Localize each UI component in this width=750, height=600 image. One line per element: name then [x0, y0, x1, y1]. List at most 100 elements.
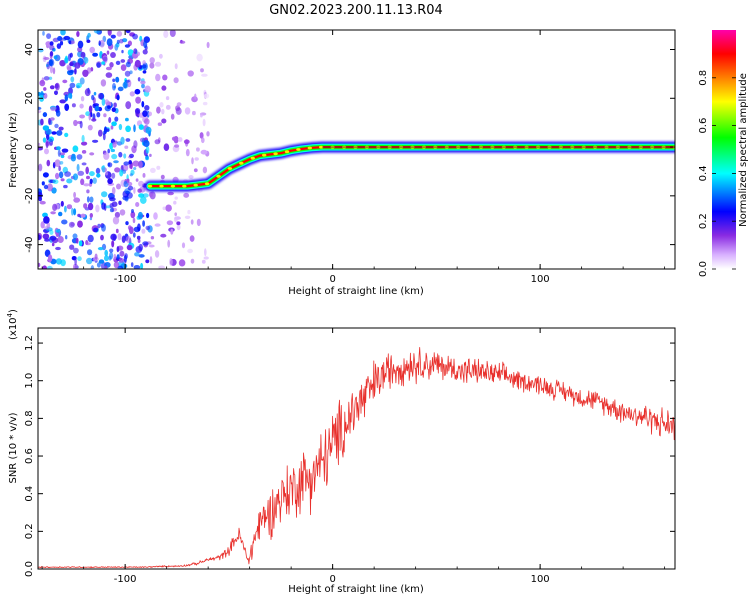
noise-speckle: [143, 140, 150, 147]
noise-speckle: [144, 105, 150, 111]
noise-speckle: [189, 235, 195, 242]
noise-speckle: [61, 219, 68, 225]
noise-speckle: [41, 181, 45, 186]
signal-point: [147, 184, 153, 188]
noise-speckle: [49, 85, 55, 90]
noise-speckle: [140, 196, 147, 204]
noise-speckle: [196, 218, 201, 227]
noise-speckle: [125, 138, 131, 142]
snr-y-ticks: 0.0 0.2 0.4 0.6 0.8 1.0 1.2: [24, 335, 675, 577]
noise-speckle: [69, 62, 74, 67]
noise-speckle: [153, 212, 158, 220]
noise-speckle: [108, 117, 112, 123]
noise-speckle: [77, 220, 83, 228]
noise-speckle: [119, 209, 126, 216]
noise-speckle: [126, 244, 133, 251]
snr-x-ticks: -100 0 100: [41, 328, 666, 585]
signal-point: [193, 183, 198, 187]
noise-speckle: [127, 181, 133, 187]
x-tick-label: -100: [114, 274, 137, 285]
noise-speckle: [87, 234, 94, 243]
noise-speckle: [170, 113, 175, 120]
colorbar: 0.0 0.2 0.4 0.6 0.8 Normalized spectral ampl…: [698, 30, 749, 277]
noise-speckle: [125, 30, 131, 34]
noise-speckle: [138, 254, 145, 258]
noise-speckle: [86, 39, 91, 43]
noise-speckle: [91, 118, 97, 122]
noise-speckle: [87, 124, 93, 131]
noise-speckle: [191, 157, 194, 165]
snr-frame: [37, 327, 676, 570]
noise-speckle: [109, 142, 114, 150]
noise-speckle: [54, 123, 59, 129]
noise-speckle: [123, 161, 130, 166]
noise-speckle: [42, 137, 47, 143]
noise-speckle: [78, 240, 83, 247]
noise-speckle: [43, 216, 50, 224]
noise-speckle: [101, 202, 106, 210]
noise-speckle: [194, 157, 199, 161]
noise-speckle: [50, 211, 56, 215]
noise-speckle: [149, 62, 155, 69]
noise-speckle: [52, 67, 56, 75]
noise-speckle: [123, 153, 127, 159]
noise-speckle: [56, 146, 61, 151]
noise-speckle: [113, 261, 120, 269]
noise-speckle: [119, 38, 124, 44]
signal-point: [216, 174, 221, 178]
noise-speckle: [145, 156, 150, 161]
noise-speckle: [62, 79, 68, 84]
noise-speckle: [154, 250, 160, 258]
noise-speckle: [106, 50, 110, 55]
noise-speckle: [49, 65, 54, 74]
noise-speckle: [58, 165, 61, 172]
noise-speckle: [112, 216, 120, 225]
noise-speckle: [176, 221, 181, 226]
noise-speckle: [63, 35, 71, 41]
noise-speckle: [144, 85, 151, 93]
noise-speckle: [178, 259, 186, 267]
noise-speckle: [87, 202, 94, 211]
noise-speckle: [119, 250, 125, 257]
noise-speckle: [174, 196, 178, 200]
noise-speckle: [84, 88, 91, 97]
x-tick-label: 100: [531, 574, 550, 585]
noise-speckle: [129, 153, 134, 158]
noise-speckle: [113, 253, 117, 260]
noise-speckle: [38, 196, 43, 202]
noise-speckle: [138, 124, 144, 130]
noise-speckle: [87, 32, 91, 38]
noise-speckle: [43, 92, 48, 99]
noise-speckle: [56, 43, 62, 49]
noise-speckle: [109, 248, 114, 253]
noise-speckle: [113, 160, 119, 164]
noise-speckle: [111, 107, 117, 113]
noise-speckle: [149, 153, 152, 157]
noise-speckle: [92, 177, 97, 184]
noise-speckle: [83, 203, 88, 209]
noise-speckle: [142, 49, 148, 55]
spectrogram-ylabel: Frequency (Hz): [8, 112, 19, 188]
noise-speckle: [142, 70, 147, 74]
colorbar-tick-label: 0.8: [698, 70, 709, 86]
noise-speckle: [150, 236, 155, 240]
noise-speckle: [107, 105, 111, 109]
noise-speckle: [88, 112, 92, 121]
signal-point: [307, 146, 312, 150]
noise-speckle: [49, 51, 54, 57]
noise-speckle: [68, 87, 73, 95]
noise-speckle: [100, 79, 107, 87]
noise-speckle: [161, 118, 167, 124]
noise-speckle: [101, 191, 108, 198]
y-tick-label: -40: [24, 236, 35, 252]
noise-speckle: [138, 193, 145, 198]
noise-speckle: [64, 171, 71, 177]
noise-speckle: [105, 171, 109, 176]
noise-speckle: [144, 118, 150, 125]
noise-speckle: [88, 105, 93, 113]
signal-point: [262, 153, 267, 157]
noise-speckle: [110, 148, 116, 153]
noise-speckle: [110, 52, 116, 58]
noise-speckle: [192, 110, 196, 116]
